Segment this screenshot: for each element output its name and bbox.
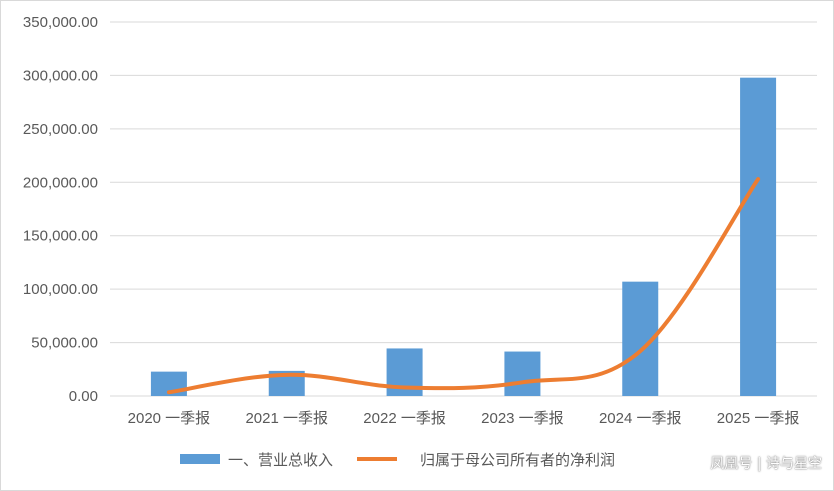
y-tick-label: 300,000.00	[23, 67, 98, 84]
y-tick-label: 100,000.00	[23, 281, 98, 298]
bar-series	[150, 77, 777, 396]
watermark: 凤凰号 | 诗与星空	[710, 456, 822, 472]
bar-revenue	[504, 351, 541, 396]
legend: 一、营业总收入 归属于母公司所有者的净利润	[180, 451, 615, 469]
x-tick-label: 2021 一季报	[245, 410, 328, 427]
legend-swatch-revenue	[180, 454, 220, 464]
y-tick-label: 150,000.00	[23, 228, 98, 245]
x-tick-label: 2024 一季报	[599, 410, 682, 427]
x-tick-label: 2023 一季报	[481, 410, 564, 427]
y-tick-label: 250,000.00	[23, 121, 98, 138]
grid-lines	[110, 21, 817, 397]
line-net-profit	[166, 177, 761, 395]
y-tick-label: 350,000.00	[23, 14, 98, 31]
x-axis-ticks: 2020 一季报 2021 一季报 2022 一季报 2023 一季报 2024 一季报…	[128, 410, 800, 427]
x-tick-label: 2022 一季报	[363, 410, 446, 427]
bar-revenue	[740, 77, 777, 396]
y-tick-label: 50,000.00	[31, 335, 98, 352]
x-tick-label: 2020 一季报	[128, 410, 211, 427]
legend-label-net-profit: 归属于母公司所有者的净利润	[420, 451, 615, 469]
x-tick-label: 2025 一季报	[717, 410, 800, 427]
line-series	[166, 177, 761, 395]
y-tick-label: 0.00	[69, 388, 98, 405]
y-axis-ticks: 0.00 50,000.00 100,000.00 150,000.00 200,000…	[23, 14, 98, 405]
y-tick-label: 200,000.00	[23, 174, 98, 191]
legend-label-revenue: 一、营业总收入	[228, 451, 333, 469]
